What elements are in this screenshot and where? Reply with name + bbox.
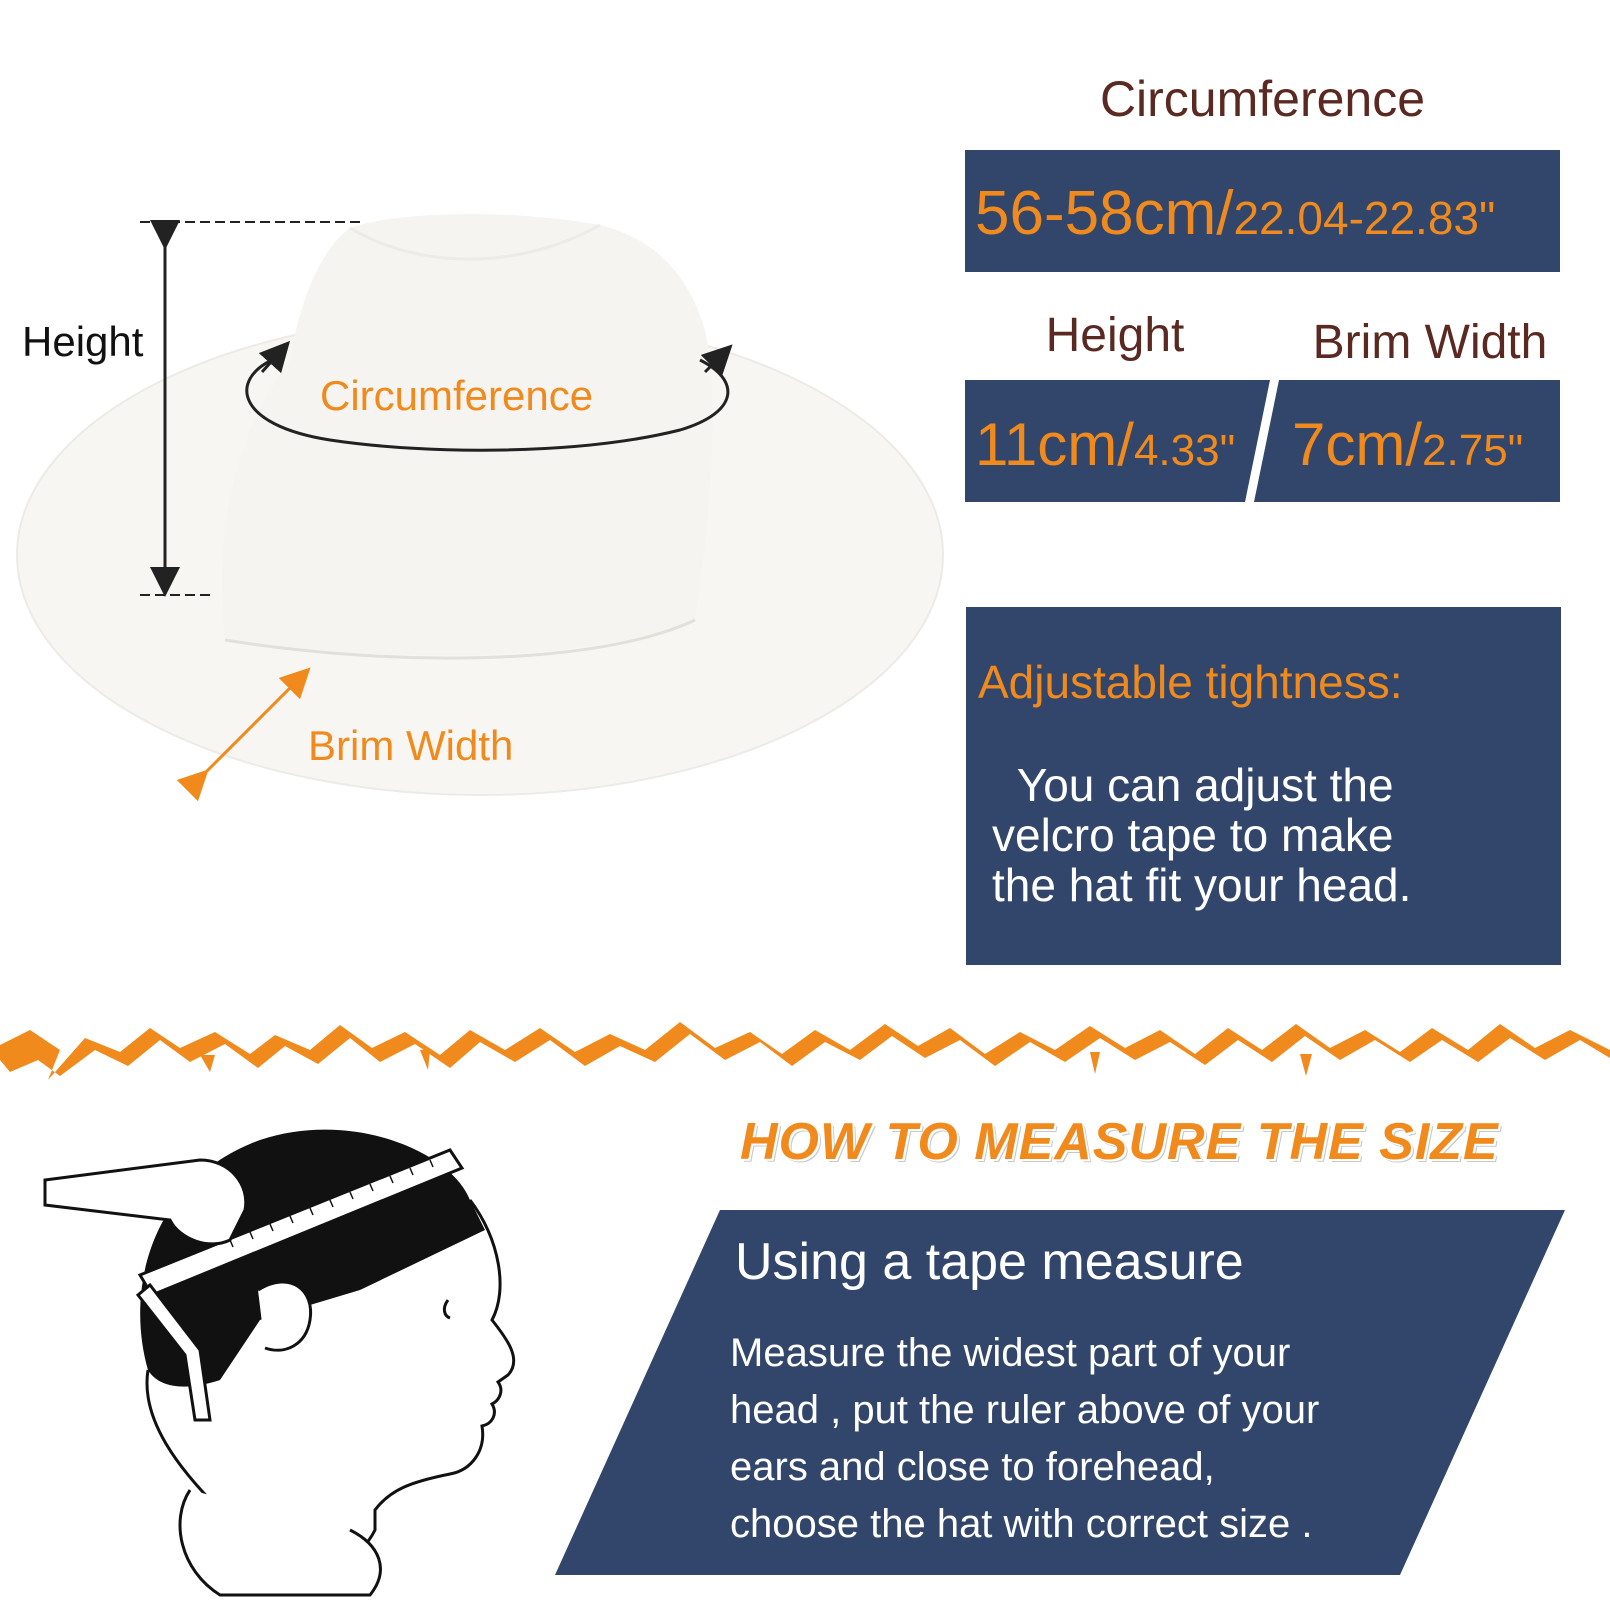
- hat-circumference-label: Circumference: [320, 372, 594, 419]
- hat-brim-width-label: Brim Width: [308, 722, 514, 769]
- head-measuring-illustration: [43, 1129, 516, 1597]
- brim-width-title: Brim Width: [1312, 316, 1548, 369]
- brim-width-in: 2.75": [1422, 426, 1524, 475]
- how-to-measure-title: HOW TO MEASURE THE SIZE: [740, 1113, 1499, 1171]
- size-boxes: [965, 380, 1560, 502]
- brim-width-cm: 7cm/: [1292, 411, 1423, 478]
- hat-crown: [222, 214, 713, 656]
- tape-measure-instructions: Measure the widest part of your head , p…: [730, 1331, 1320, 1546]
- height-title: Height: [1045, 309, 1185, 362]
- height-cm: 11cm/: [975, 411, 1134, 478]
- circumference-box: [965, 150, 1560, 272]
- brim-width-arrow: [176, 667, 311, 802]
- zigzag-divider: [0, 1022, 1610, 1080]
- circumference-title: Circumference: [1099, 71, 1426, 127]
- adjustable-box: [966, 607, 1561, 965]
- tape-measure-panel: [555, 1210, 1565, 1575]
- height-in: 4.33": [1133, 426, 1236, 475]
- circumference-line: [245, 358, 730, 452]
- height-value: 11cm/4.33": [975, 410, 1235, 479]
- circumference-cm: 56-58cm/: [975, 179, 1234, 248]
- tape-measure-subtitle: Using a tape measure: [735, 1233, 1244, 1291]
- circumference-value: 56-58cm/22.04-22.83": [975, 178, 1495, 249]
- hat-illustration: [16, 214, 944, 802]
- adjustable-text: You can adjust the velcro tape to make t…: [992, 759, 1412, 911]
- hat-height-label: Height: [22, 318, 144, 365]
- adjustable-title: Adjustable tightness:: [978, 656, 1403, 708]
- height-box: [965, 380, 1270, 502]
- brim-width-box: [1254, 380, 1560, 502]
- brim-width-value: 7cm/2.75": [1292, 410, 1523, 479]
- circumference-in: 22.04-22.83": [1233, 192, 1496, 244]
